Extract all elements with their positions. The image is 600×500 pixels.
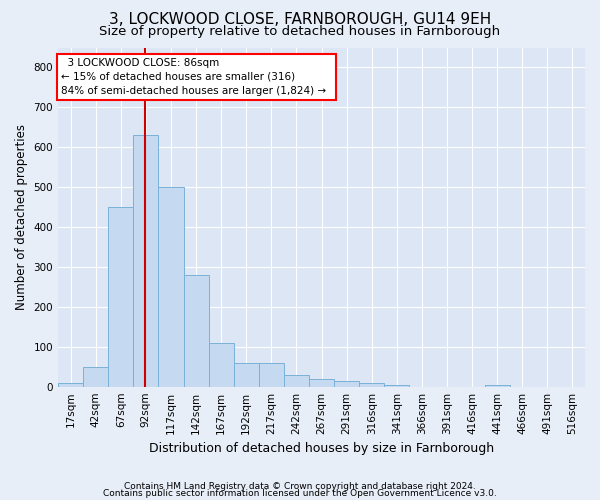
Bar <box>259 362 284 386</box>
Bar <box>334 380 359 386</box>
Bar <box>384 384 409 386</box>
Bar <box>209 343 233 386</box>
Bar <box>58 382 83 386</box>
Text: Contains public sector information licensed under the Open Government Licence v3: Contains public sector information licen… <box>103 488 497 498</box>
Bar <box>309 378 334 386</box>
Text: 3, LOCKWOOD CLOSE, FARNBOROUGH, GU14 9EH: 3, LOCKWOOD CLOSE, FARNBOROUGH, GU14 9EH <box>109 12 491 28</box>
Bar <box>485 384 510 386</box>
Bar <box>108 207 133 386</box>
Y-axis label: Number of detached properties: Number of detached properties <box>15 124 28 310</box>
Bar <box>83 366 108 386</box>
Bar <box>233 362 259 386</box>
Bar <box>184 275 209 386</box>
Bar <box>359 382 384 386</box>
Text: 3 LOCKWOOD CLOSE: 86sqm
← 15% of detached houses are smaller (316)
84% of semi-d: 3 LOCKWOOD CLOSE: 86sqm ← 15% of detache… <box>61 58 332 96</box>
X-axis label: Distribution of detached houses by size in Farnborough: Distribution of detached houses by size … <box>149 442 494 455</box>
Text: Contains HM Land Registry data © Crown copyright and database right 2024.: Contains HM Land Registry data © Crown c… <box>124 482 476 491</box>
Text: Size of property relative to detached houses in Farnborough: Size of property relative to detached ho… <box>100 25 500 38</box>
Bar <box>133 136 158 386</box>
Bar <box>158 187 184 386</box>
Bar <box>284 374 309 386</box>
